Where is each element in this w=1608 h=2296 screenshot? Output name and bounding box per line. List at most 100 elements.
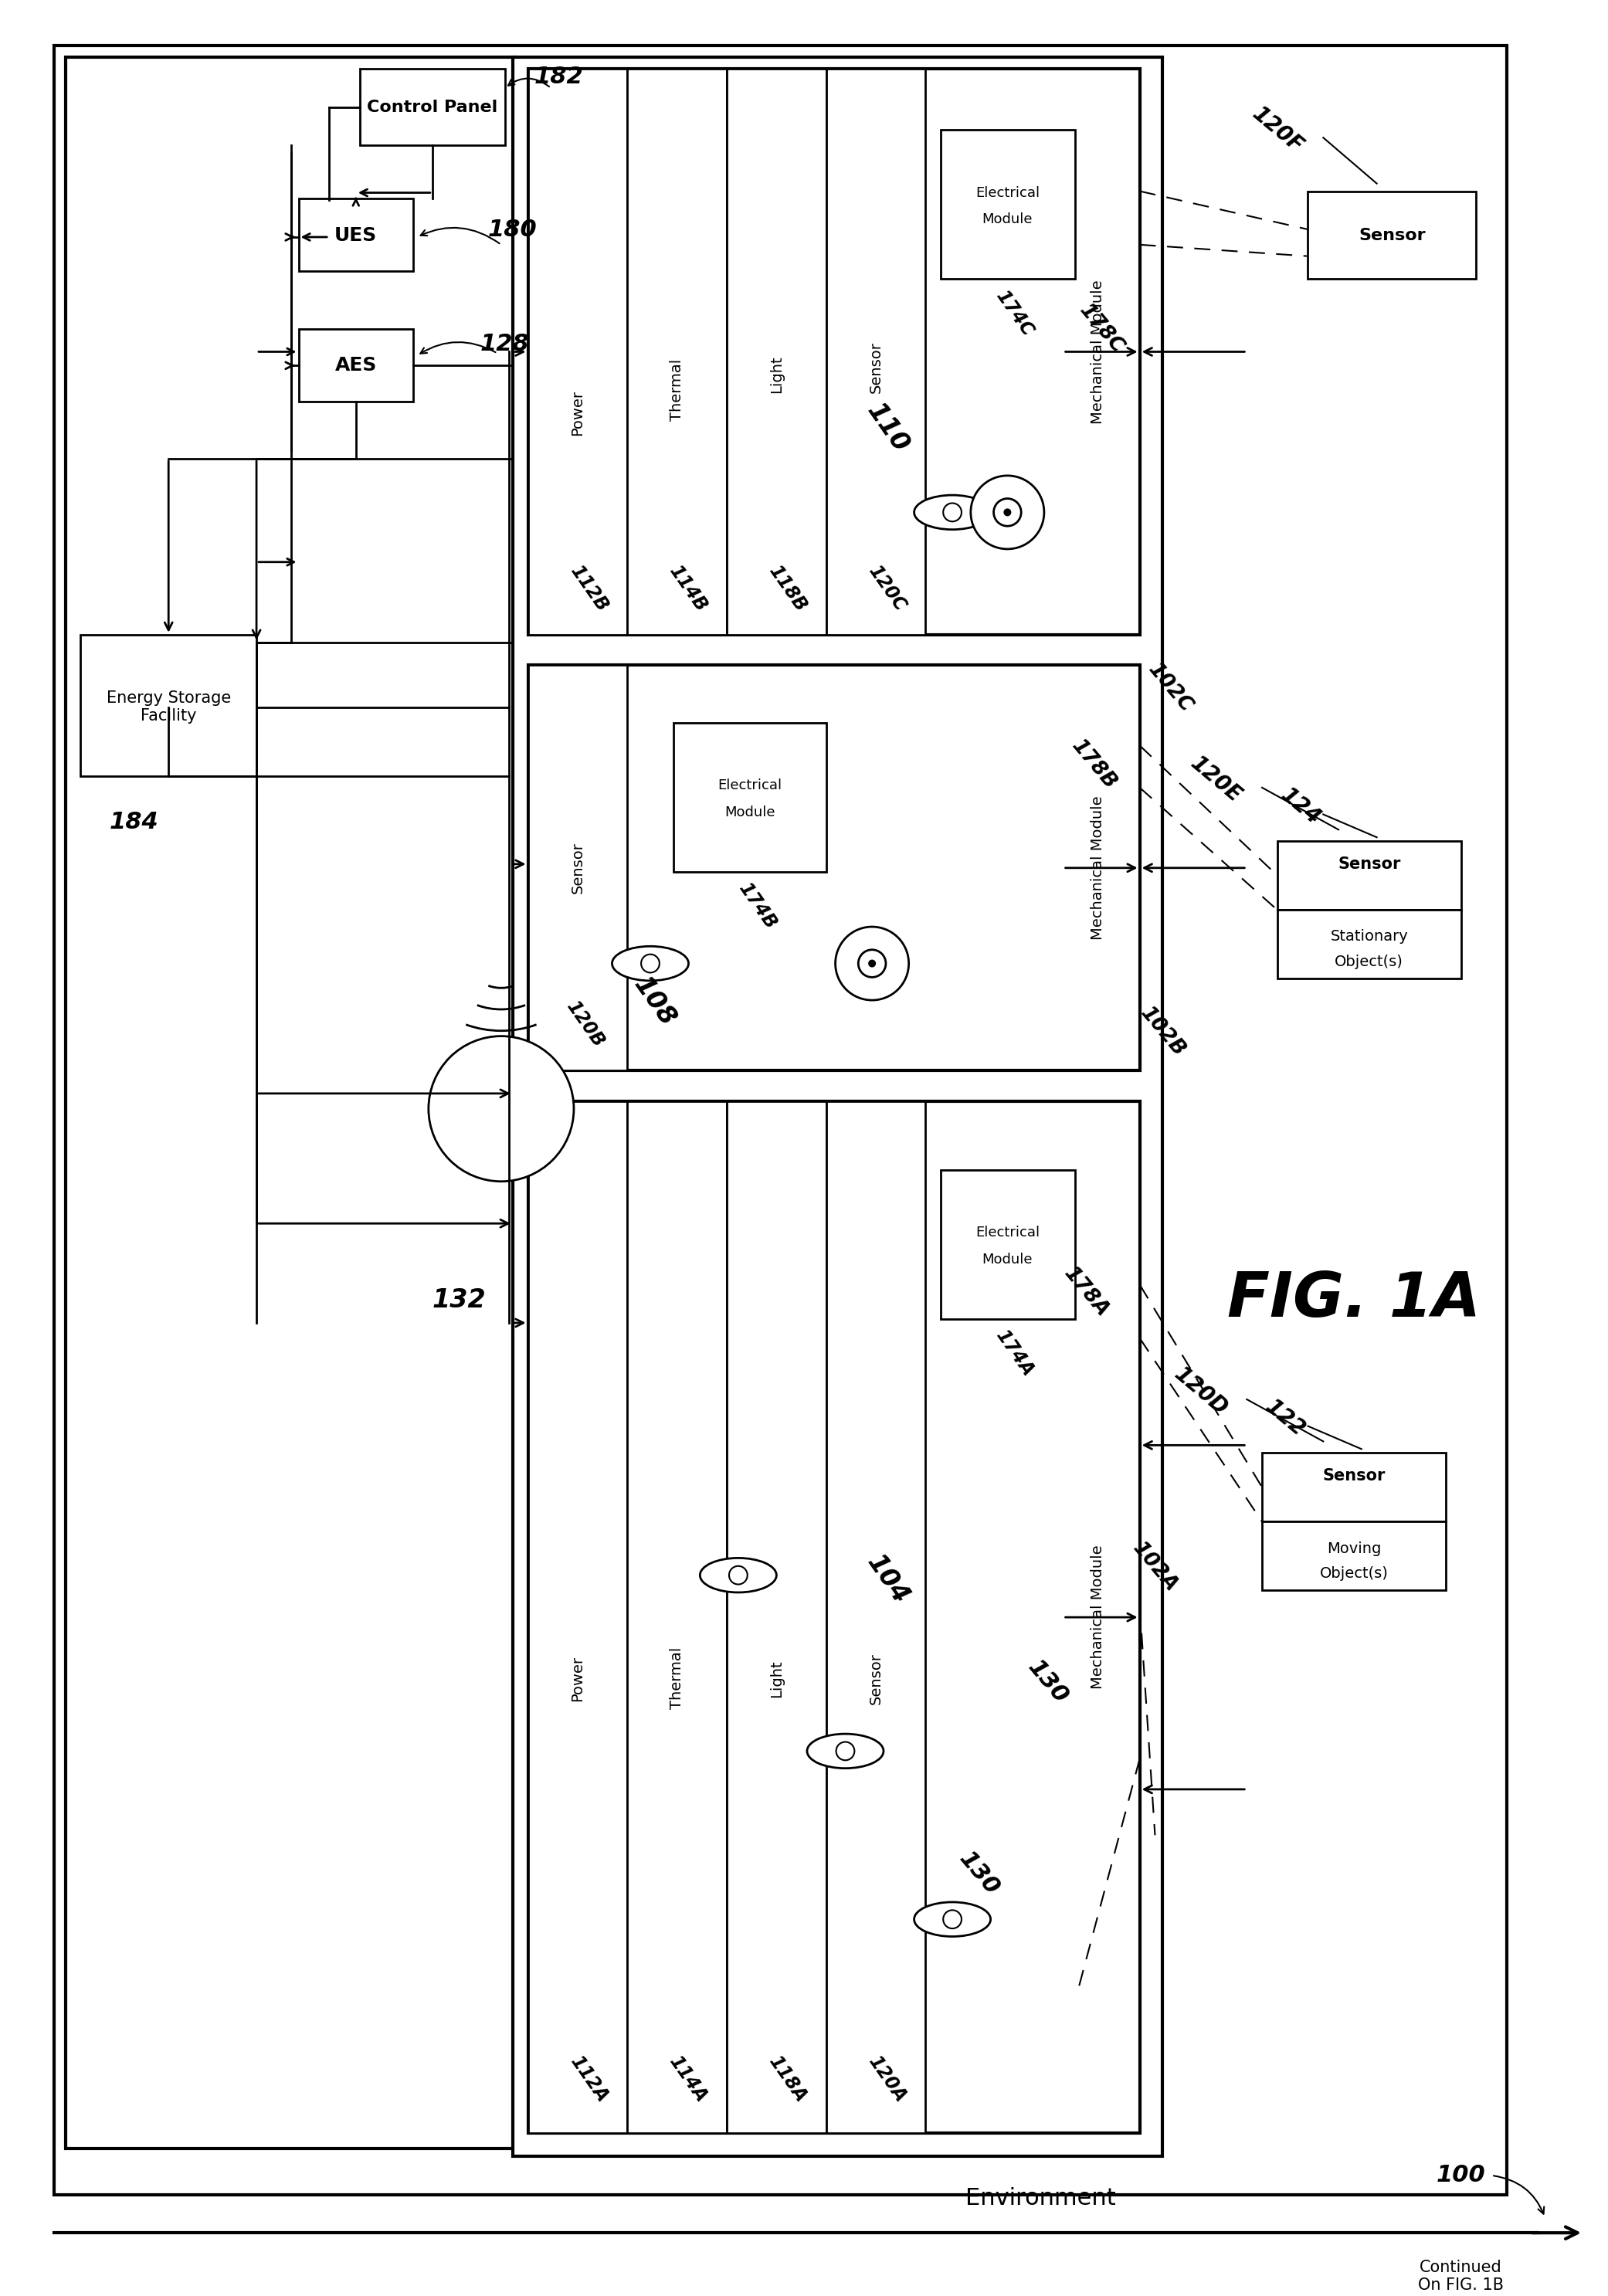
- Ellipse shape: [807, 1733, 883, 1768]
- Text: 102B: 102B: [1137, 1003, 1188, 1061]
- Bar: [941, 1171, 1074, 1318]
- Text: 114A: 114A: [666, 2053, 711, 2108]
- Bar: [827, 69, 926, 634]
- Text: Module: Module: [982, 214, 1032, 227]
- Bar: [527, 666, 627, 1070]
- Bar: [527, 666, 1140, 1070]
- Circle shape: [971, 475, 1044, 549]
- Text: Module: Module: [982, 1251, 1032, 1267]
- Bar: [527, 69, 627, 634]
- Bar: [360, 69, 505, 145]
- Ellipse shape: [699, 1559, 777, 1593]
- Bar: [1277, 840, 1462, 909]
- Circle shape: [868, 960, 875, 967]
- Bar: [527, 1102, 627, 2133]
- Text: Electrical: Electrical: [976, 1226, 1039, 1240]
- Text: Moving: Moving: [1327, 1541, 1381, 1557]
- Text: 120D: 120D: [1171, 1364, 1232, 1419]
- Text: Sensor: Sensor: [1338, 856, 1401, 872]
- Circle shape: [836, 1743, 854, 1761]
- Text: 118B: 118B: [765, 563, 810, 615]
- Text: 122: 122: [1261, 1396, 1309, 1442]
- Bar: [527, 69, 1140, 634]
- Text: 120F: 120F: [1248, 103, 1307, 158]
- Text: Sensor: Sensor: [868, 1653, 883, 1704]
- Text: 182: 182: [534, 64, 584, 87]
- Circle shape: [728, 1566, 748, 1584]
- Bar: [1307, 191, 1476, 280]
- Text: Electrical: Electrical: [976, 186, 1039, 200]
- Bar: [80, 634, 256, 776]
- Ellipse shape: [913, 496, 991, 530]
- Bar: [627, 69, 727, 634]
- Text: 130: 130: [955, 1848, 1003, 1899]
- Text: Module: Module: [725, 806, 775, 820]
- Text: 110: 110: [862, 400, 913, 457]
- Bar: [1262, 1522, 1446, 1591]
- Text: UES: UES: [334, 227, 378, 246]
- Text: Mechanical Module: Mechanical Module: [1090, 797, 1105, 939]
- Bar: [674, 723, 827, 872]
- Circle shape: [835, 928, 909, 1001]
- Text: Thermal: Thermal: [669, 1649, 685, 1711]
- Bar: [727, 1102, 827, 2133]
- Text: 174C: 174C: [992, 287, 1037, 340]
- Text: Sensor: Sensor: [1359, 227, 1426, 243]
- Ellipse shape: [913, 1901, 991, 1936]
- Text: 102C: 102C: [1145, 659, 1196, 716]
- Text: Light: Light: [769, 1660, 783, 1697]
- Circle shape: [1005, 510, 1010, 514]
- Text: 128: 128: [481, 333, 529, 356]
- Bar: [627, 1102, 727, 2133]
- Text: 112B: 112B: [566, 563, 611, 615]
- Text: AES: AES: [334, 356, 376, 374]
- Text: 102A: 102A: [1129, 1538, 1182, 1596]
- Bar: [1277, 909, 1462, 978]
- Text: 132: 132: [433, 1288, 486, 1313]
- Text: 124: 124: [1277, 785, 1325, 829]
- Text: 104: 104: [862, 1550, 913, 1609]
- Text: 130: 130: [1024, 1655, 1073, 1708]
- Text: Mechanical Module: Mechanical Module: [1090, 1545, 1105, 1690]
- Text: Environment: Environment: [965, 2188, 1116, 2209]
- Ellipse shape: [613, 946, 688, 980]
- Text: 118A: 118A: [765, 2053, 810, 2108]
- Text: 178C: 178C: [1076, 301, 1127, 358]
- Text: Object(s): Object(s): [1320, 1566, 1388, 1582]
- Text: 174A: 174A: [992, 1327, 1037, 1380]
- Bar: [299, 328, 413, 402]
- Text: Electrical: Electrical: [717, 778, 781, 792]
- Text: Sensor: Sensor: [571, 843, 585, 893]
- Text: 184: 184: [109, 810, 159, 833]
- Bar: [66, 57, 516, 2149]
- Text: Object(s): Object(s): [1335, 955, 1404, 969]
- Text: 120E: 120E: [1187, 753, 1246, 808]
- Text: 120C: 120C: [865, 563, 910, 615]
- Circle shape: [944, 503, 962, 521]
- Text: Power: Power: [571, 390, 585, 436]
- Bar: [1262, 1453, 1446, 1522]
- Circle shape: [859, 951, 886, 978]
- Text: Stationary: Stationary: [1330, 930, 1409, 944]
- Text: 100: 100: [1436, 2165, 1486, 2186]
- Text: Control Panel: Control Panel: [367, 99, 498, 115]
- Text: 178A: 178A: [1060, 1263, 1113, 1320]
- Circle shape: [944, 1910, 962, 1929]
- Text: Sensor: Sensor: [868, 342, 883, 393]
- Text: 112A: 112A: [566, 2053, 611, 2108]
- Circle shape: [994, 498, 1021, 526]
- Bar: [299, 200, 413, 271]
- Bar: [727, 69, 827, 634]
- Text: Power: Power: [571, 1655, 585, 1701]
- Circle shape: [642, 955, 659, 974]
- Text: 108: 108: [629, 971, 680, 1031]
- Text: 120B: 120B: [563, 999, 608, 1052]
- Bar: [513, 57, 1163, 2156]
- Text: 178B: 178B: [1068, 737, 1121, 794]
- Text: 174B: 174B: [735, 879, 780, 932]
- Text: 114B: 114B: [666, 563, 711, 615]
- Bar: [527, 1102, 1140, 2133]
- Text: FIG. 1A: FIG. 1A: [1227, 1270, 1481, 1329]
- Text: Continued
On FIG. 1B: Continued On FIG. 1B: [1418, 2259, 1503, 2294]
- Bar: [827, 1102, 926, 2133]
